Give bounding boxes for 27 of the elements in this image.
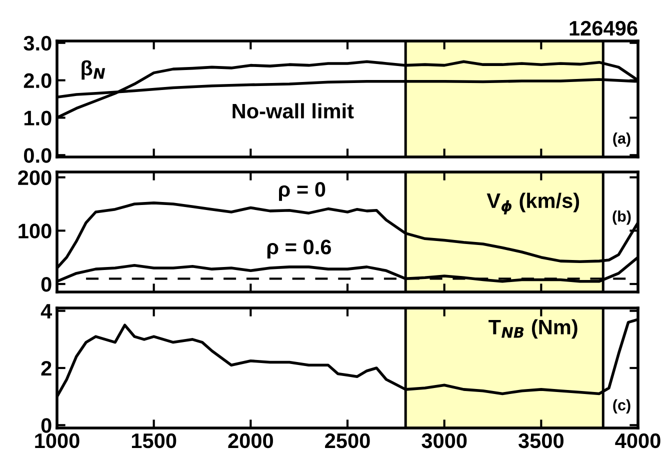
annotation: (c) [613, 399, 630, 414]
series-label: ρ = 0 [279, 182, 326, 201]
annotation: (b) [612, 210, 631, 225]
annotation: (a) [613, 132, 630, 147]
series-label: β$_{N}$ [82, 60, 106, 80]
y-tick-label: 200 [18, 170, 52, 186]
y-tick-label: 2.0 [24, 73, 52, 88]
x-tick-label: 1500 [132, 433, 176, 448]
y-tick-label: 100 [18, 224, 52, 238]
y-tick-label: 1.0 [24, 110, 52, 126]
y-tick-label: 3.0 [24, 36, 52, 51]
y-axis-title: V$_{ϕ}$ (km/s) [486, 192, 580, 214]
x-tick-label: 3500 [518, 433, 564, 448]
series-label: ρ = 0.6 [267, 240, 331, 259]
x-tick-label: 2500 [325, 433, 370, 448]
y-tick-label: 4 [40, 304, 52, 318]
chart-title: 126496 [570, 20, 638, 36]
x-tick-label: 2000 [228, 433, 273, 448]
y-tick-label: 2 [41, 361, 52, 376]
y-tick-label: 0 [41, 277, 52, 292]
y-tick-label: 0.0 [24, 148, 52, 163]
x-tick-label: 1000 [35, 433, 80, 448]
x-tick-label: 4000 [615, 433, 660, 448]
series-label: No-wall limit [232, 103, 354, 119]
y-tick-label: 0 [41, 418, 52, 433]
y-axis-title: T$_{NB}$ (Nm) [488, 319, 578, 339]
x-tick-label: 3000 [422, 433, 467, 448]
